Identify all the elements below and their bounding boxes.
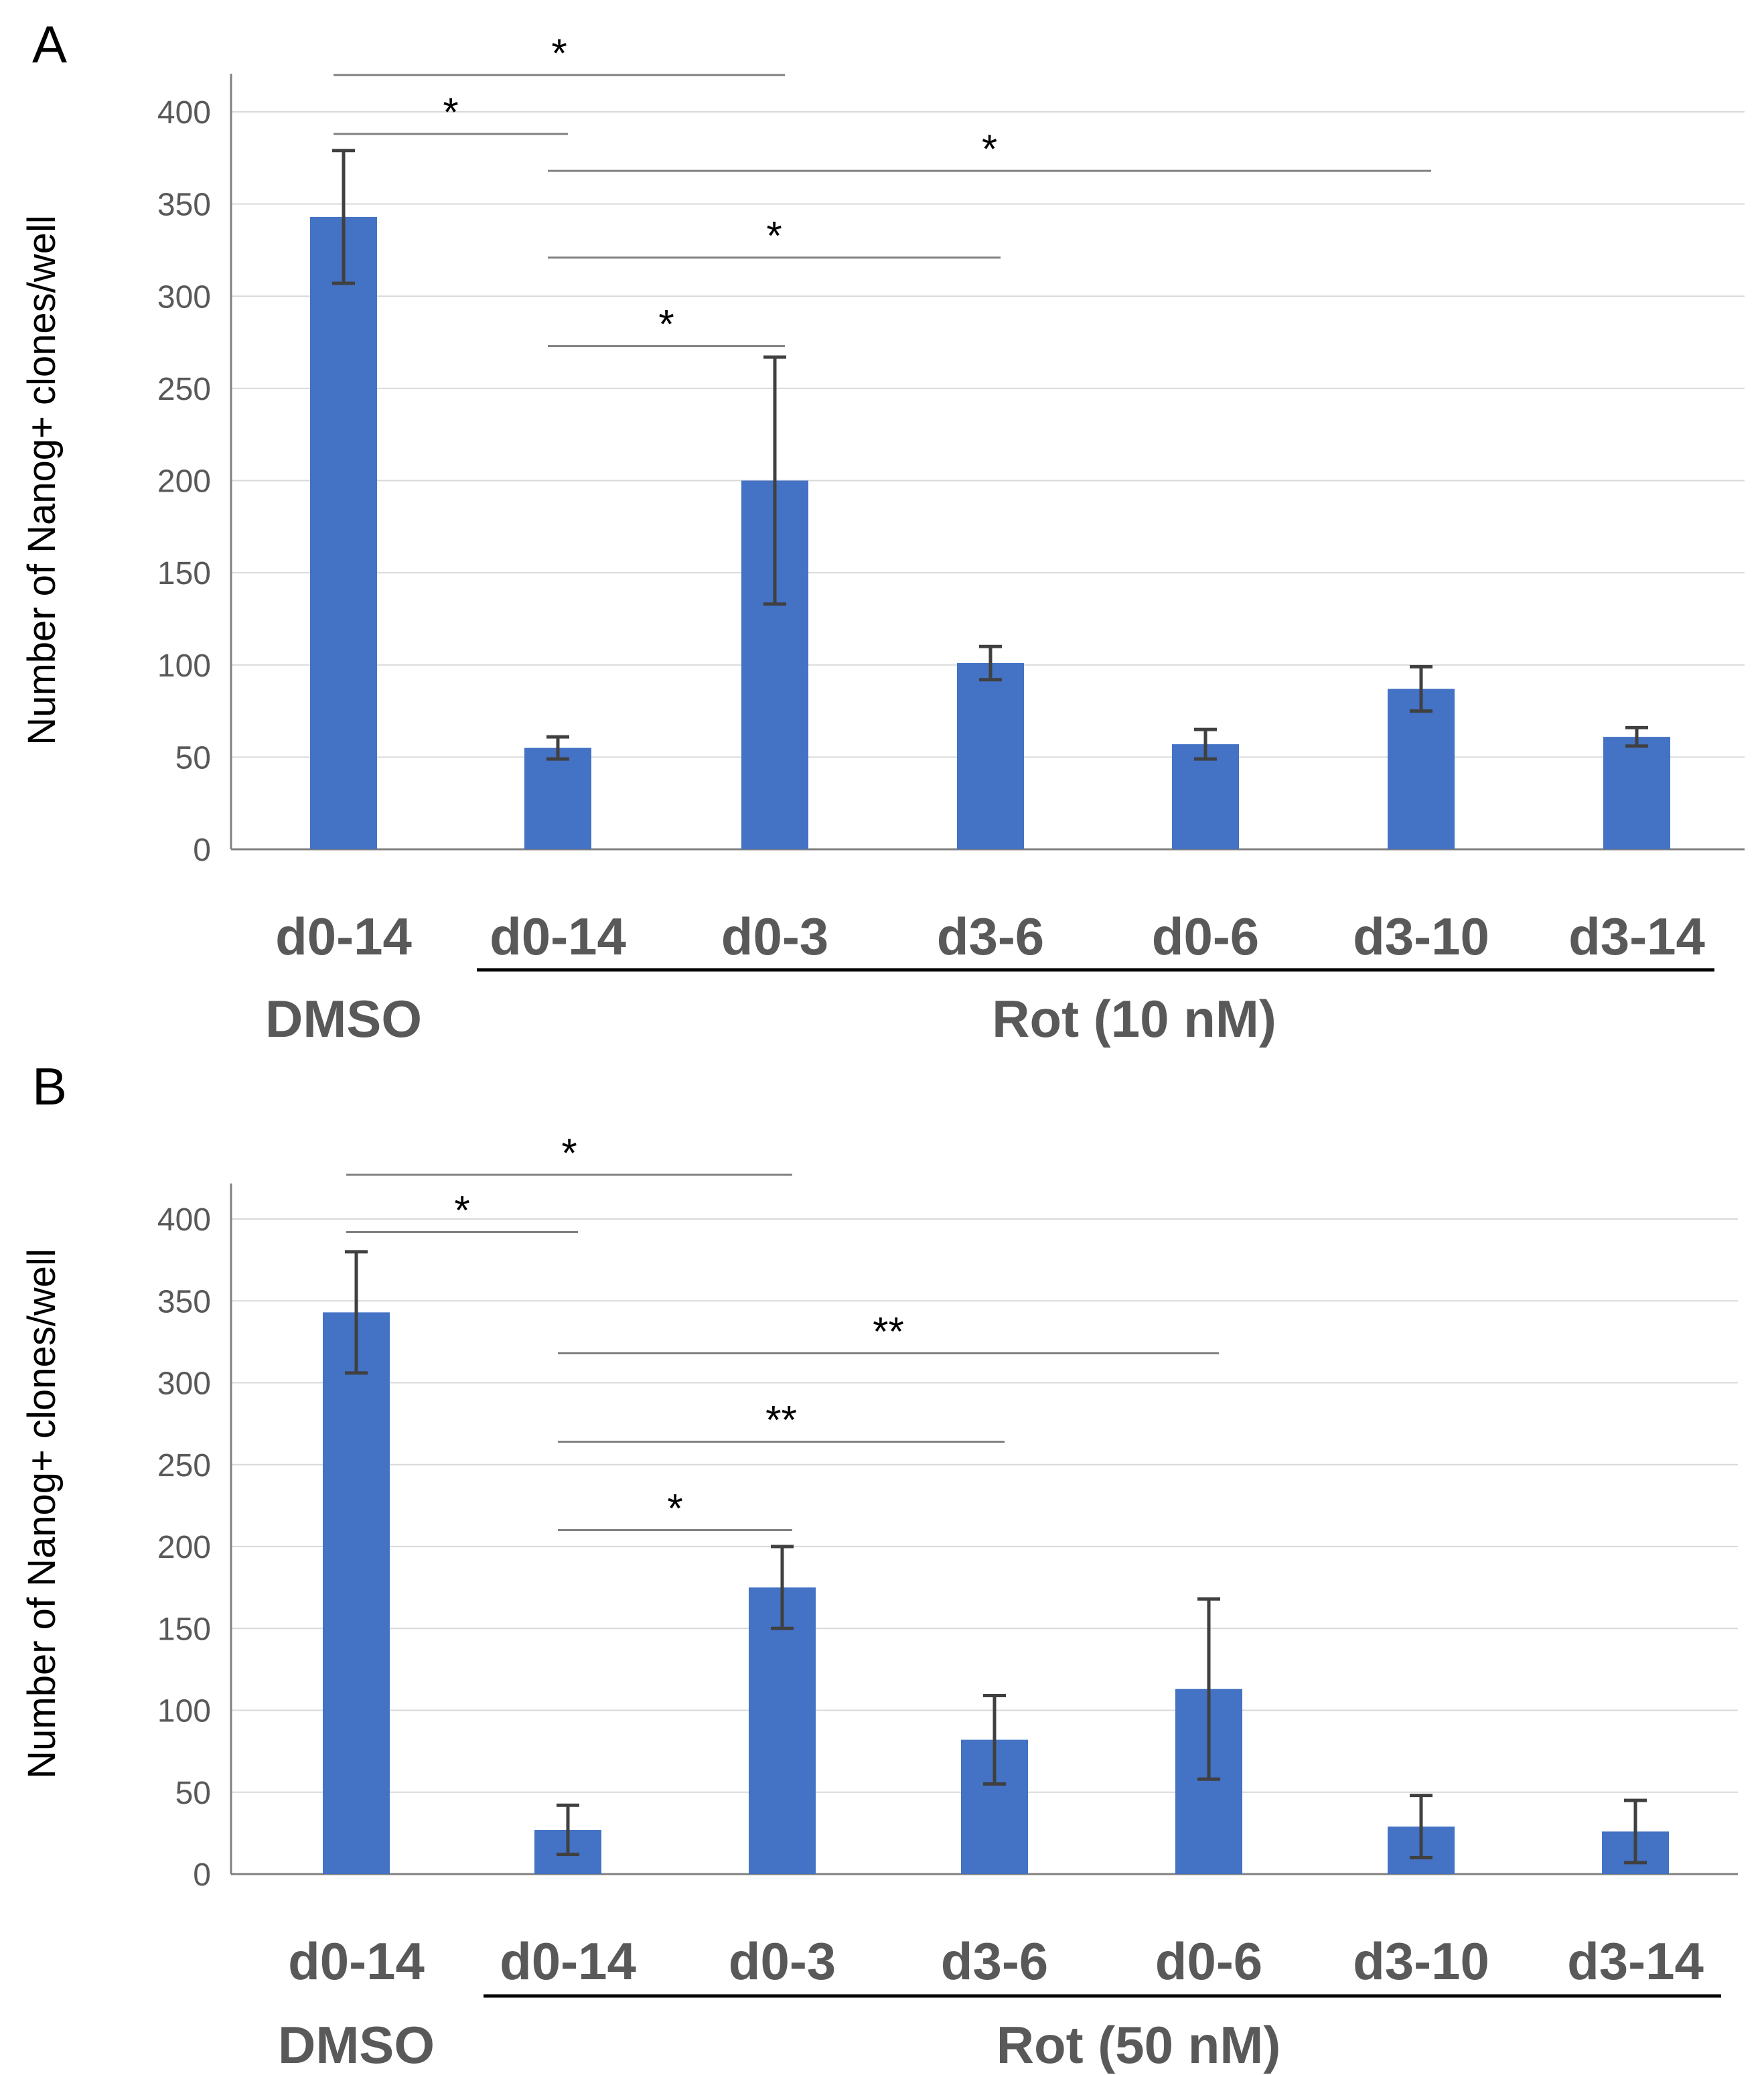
x-category-label: d0-14	[500, 1932, 636, 1991]
group-label: Rot (50 nM)	[997, 2015, 1281, 2074]
bar	[323, 1312, 390, 1874]
y-tick-label: 50	[175, 740, 211, 776]
bar	[1388, 689, 1455, 849]
x-category-label: d0-6	[1155, 1932, 1262, 1991]
x-category-label: d0-3	[721, 907, 828, 966]
y-tick-label: 0	[193, 1857, 211, 1893]
y-tick-label: 200	[157, 1530, 211, 1565]
y-tick-label: 250	[157, 372, 211, 407]
y-tick-label: 400	[157, 95, 211, 131]
y-tick-label: 200	[157, 464, 211, 500]
y-tick-label: 50	[175, 1776, 211, 1811]
bar	[1603, 737, 1670, 849]
bar	[1172, 744, 1239, 849]
chart-panel-b: 0 50 100 150 200 250 300 350 400 d0-14 d0-14 d0-3 d3…	[20, 1057, 1738, 2074]
x-category-label: d3-6	[937, 907, 1044, 966]
y-tick-label: 150	[157, 1612, 211, 1647]
bar	[524, 747, 591, 849]
y-tick-label: 250	[157, 1448, 211, 1484]
group-label: DMSO	[278, 2015, 435, 2074]
significance-label: **	[873, 1309, 904, 1354]
significance-label: *	[551, 31, 567, 76]
y-axis-title: Number of Nanog+ clones/well	[20, 1248, 64, 1778]
panel-label: B	[32, 1057, 67, 1116]
x-category-label: d0-3	[729, 1932, 836, 1991]
x-category-label: d3-14	[1567, 1932, 1704, 1991]
x-category-label: d0-14	[288, 1932, 425, 1991]
bar	[957, 662, 1024, 849]
chart-panel-a: 0 50 100 150 200 250 300 350 400 d0-14 d0-14 d0-3 d3…	[20, 15, 1745, 1048]
y-tick-label: 300	[157, 279, 211, 315]
significance-label: *	[443, 90, 458, 135]
significance-label: *	[766, 213, 782, 258]
bar	[310, 216, 377, 850]
group-label: Rot (10 nM)	[992, 989, 1276, 1048]
y-tick-label: 400	[157, 1202, 211, 1238]
significance-label: *	[658, 302, 674, 347]
significance-label: **	[765, 1398, 797, 1443]
y-tick-label: 350	[157, 188, 211, 223]
group-label: DMSO	[265, 989, 422, 1048]
y-tick-label: 150	[157, 556, 211, 591]
y-axis-title: Number of Nanog+ clones/well	[20, 215, 64, 745]
y-tick-label: 0	[193, 833, 211, 868]
y-tick-label: 300	[157, 1366, 211, 1402]
x-category-label: d0-6	[1152, 907, 1259, 966]
x-category-label: d3-10	[1353, 1932, 1489, 1991]
x-category-label: d3-10	[1353, 907, 1489, 966]
x-category-label: d3-14	[1568, 907, 1705, 966]
bar	[749, 1587, 816, 1874]
panel-label: A	[32, 15, 67, 74]
significance-label: *	[561, 1131, 577, 1175]
x-category-label: d3-6	[941, 1932, 1048, 1991]
y-tick-label: 100	[157, 1694, 211, 1729]
significance-label: *	[667, 1486, 682, 1531]
y-tick-label: 350	[157, 1284, 211, 1319]
y-tick-label: 100	[157, 648, 211, 684]
significance-label: *	[982, 127, 997, 171]
x-category-label: d0-14	[490, 907, 626, 966]
x-category-label: d0-14	[275, 907, 412, 966]
significance-label: *	[454, 1188, 469, 1233]
